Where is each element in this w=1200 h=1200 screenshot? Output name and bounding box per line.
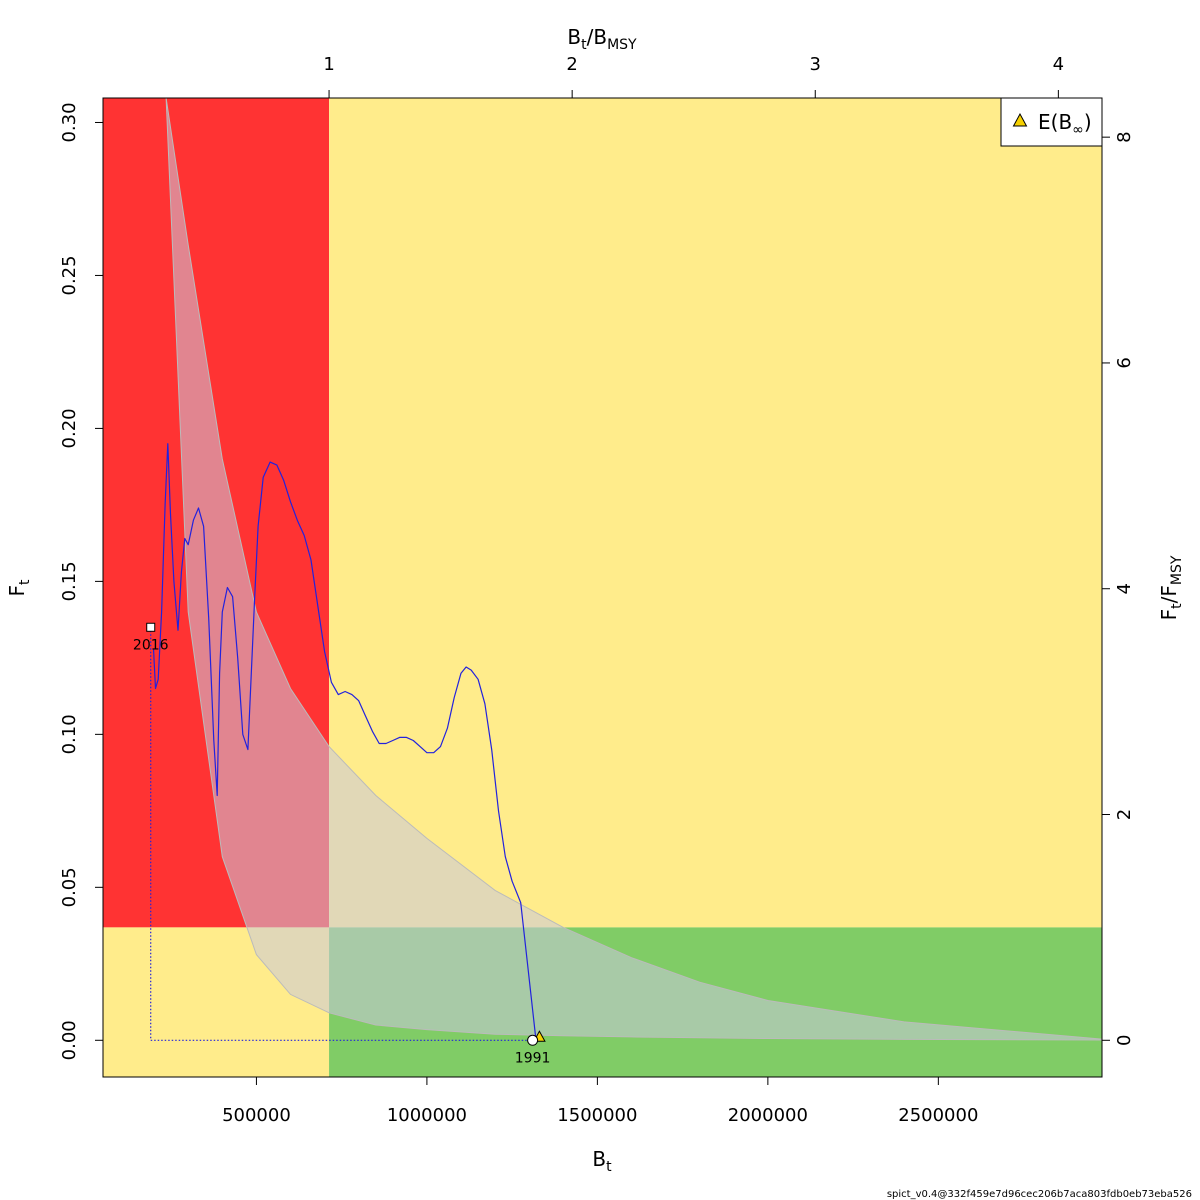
top-tick-label: 4 <box>1053 54 1064 75</box>
legend-entry: E(B∞) <box>1038 110 1092 138</box>
axes-layer: 500000 1000000 1500000 2000000 2500000 Bt 0.00… <box>5 25 1185 1175</box>
left-tick-label: 0.30 <box>59 102 80 142</box>
left-tick-label: 0.15 <box>59 561 80 601</box>
msy-curve-layer <box>165 98 1102 1041</box>
footer-text: spict_v0.4@332f459e7d96cec206b7aca803fdb… <box>887 1189 1192 1200</box>
top-axis-title: Bt/BMSY <box>567 25 637 53</box>
end-point-marker <box>146 622 156 632</box>
start-point-marker <box>527 1034 539 1046</box>
y-axis-title: Ft <box>5 579 33 597</box>
top-tick-label: 1 <box>323 54 334 75</box>
x-axis-title: Bt <box>592 1147 612 1175</box>
legend-triangle-icon <box>1012 112 1028 127</box>
bottom-tick-label: 2500000 <box>898 1105 978 1126</box>
left-tick-label: 0.20 <box>59 408 80 448</box>
right-tick-label: 4 <box>1114 583 1135 594</box>
series-layer <box>150 443 537 1041</box>
msy-ci-band <box>165 98 1102 1041</box>
right-tick-label: 2 <box>1114 809 1135 820</box>
points-layer: 1991 2016 <box>133 622 551 1066</box>
pink-overlap <box>166 98 329 927</box>
top-tick-label: 3 <box>810 54 821 75</box>
left-tick-label: 0.05 <box>59 867 80 907</box>
left-tick-label: 0.25 <box>59 255 80 295</box>
bottom-tick-label: 2000000 <box>728 1105 808 1126</box>
left-tick-label: 0.00 <box>59 1020 80 1060</box>
right-tick-label: 0 <box>1114 1035 1135 1046</box>
zone-yellow-top <box>329 98 1102 928</box>
start-year-label: 1991 <box>515 1050 551 1066</box>
bottom-tick-label: 1500000 <box>557 1105 637 1126</box>
top-tick-label: 2 <box>566 54 577 75</box>
right-tick-label: 8 <box>1114 131 1135 142</box>
bottom-tick-label: 500000 <box>222 1105 291 1126</box>
plot-frame <box>102 97 1103 1078</box>
right-axis-title: Ft/FMSY <box>1157 555 1185 620</box>
series-line-0 <box>152 443 537 1041</box>
zones-layer <box>103 98 1102 1077</box>
left-tick-label: 0.10 <box>59 714 80 754</box>
bottom-tick-label: 1000000 <box>387 1105 467 1126</box>
legend: E(B∞) <box>1000 97 1103 147</box>
end-year-label: 2016 <box>133 637 169 653</box>
right-tick-label: 6 <box>1114 357 1135 368</box>
dotted-prediction-line <box>150 627 533 1041</box>
